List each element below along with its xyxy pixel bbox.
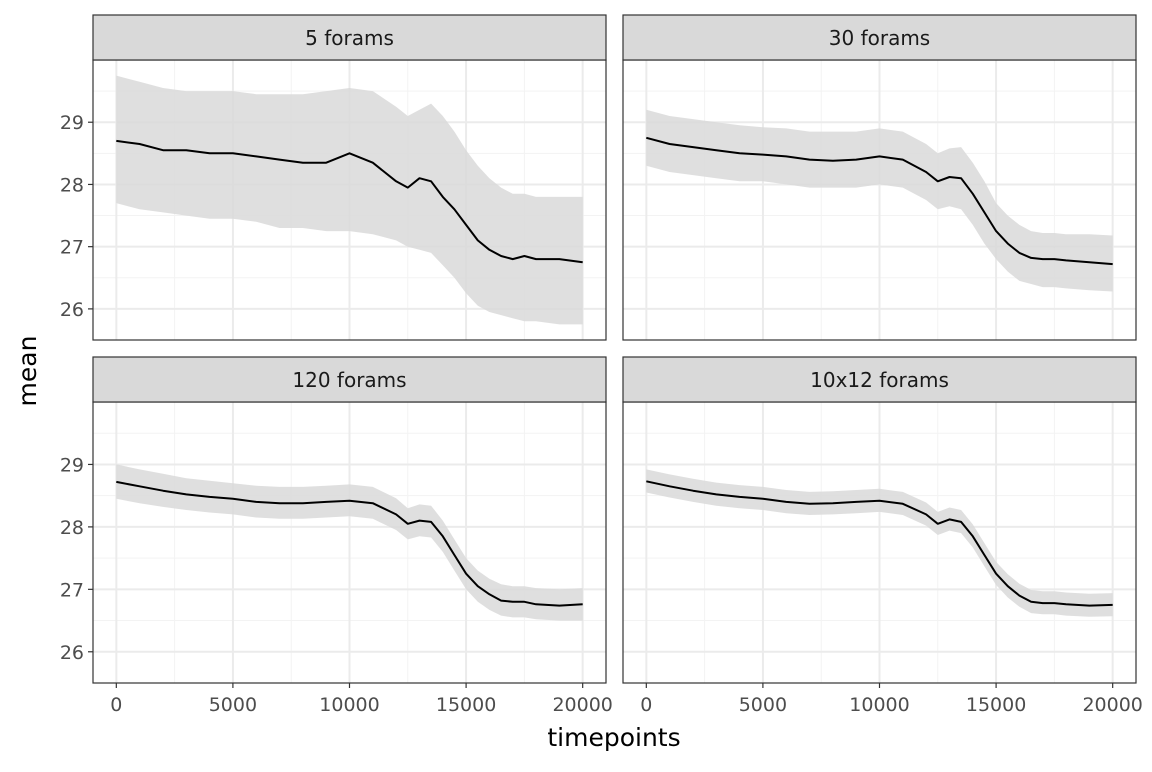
y-axis-title: mean	[13, 336, 42, 407]
mean-line	[646, 480, 1113, 607]
mean-line	[116, 139, 583, 264]
y-tick-label: 26	[60, 299, 84, 321]
x-tick-label: 0	[110, 694, 122, 716]
y-tick-label: 29	[60, 112, 84, 134]
x-tick-label: 15000	[966, 694, 1026, 716]
mean-line	[646, 136, 1113, 266]
x-axis-title: timepoints	[547, 723, 680, 752]
facet-strip	[622, 356, 1137, 403]
y-tick-label: 28	[60, 174, 84, 196]
x-tick-label: 0	[640, 694, 652, 716]
facet-strip	[92, 356, 607, 403]
y-tick-label: 27	[60, 237, 84, 259]
x-tick-label: 20000	[552, 694, 612, 716]
y-tick-label: 29	[60, 454, 84, 476]
confidence-ribbon	[116, 75, 583, 325]
facet-strip	[622, 14, 1137, 61]
facet-strip-label: 120 forams	[292, 368, 406, 392]
confidence-ribbon	[116, 464, 583, 621]
x-tick-label: 5000	[209, 694, 257, 716]
facet-panel: 10x12 forams 0 5000 10000 15000 20000	[622, 356, 1143, 716]
y-tick-label: 26	[60, 642, 84, 664]
facet-strip-label: 10x12 forams	[810, 368, 949, 392]
x-tick-label: 10000	[849, 694, 909, 716]
x-tick-label: 5000	[739, 694, 787, 716]
x-tick-label: 15000	[436, 694, 496, 716]
x-tick-label: 10000	[319, 694, 379, 716]
facet-panel: 30 forams	[622, 14, 1137, 341]
x-tick-label: 20000	[1082, 694, 1142, 716]
facet-panel: 5 forams 26 27 28 29	[60, 14, 607, 341]
facet-strip	[92, 14, 607, 61]
y-tick-label: 28	[60, 517, 84, 539]
facet-strip-label: 5 forams	[305, 26, 394, 50]
confidence-ribbon	[646, 469, 1113, 617]
facet-strip-label: 30 forams	[829, 26, 930, 50]
y-tick-label: 27	[60, 579, 84, 601]
mean-line	[116, 480, 583, 607]
facet-panel: 120 forams 26 27 28 29 0 5000 10000 15000 20000	[60, 356, 613, 716]
